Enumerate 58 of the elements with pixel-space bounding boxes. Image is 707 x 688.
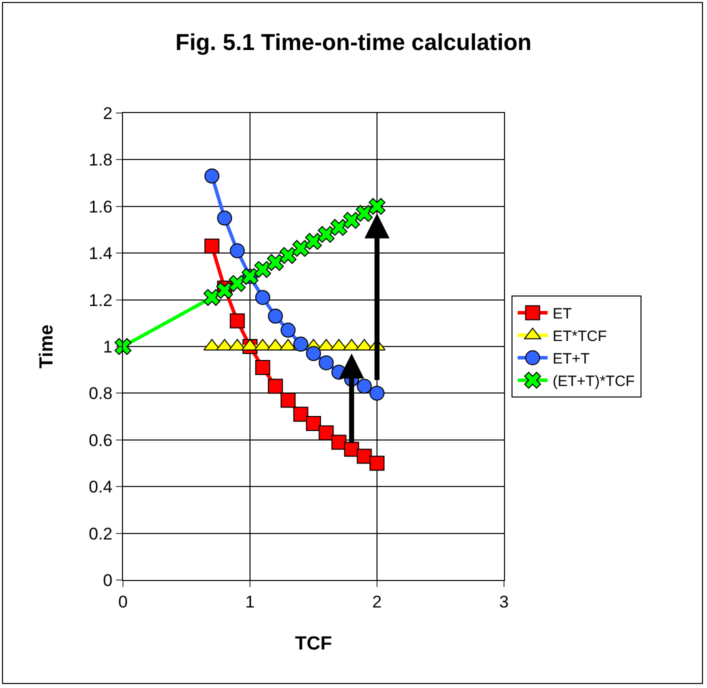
point: [280, 322, 296, 338]
point: [356, 204, 373, 222]
point: [331, 434, 346, 450]
y-tick-label: 1.8: [88, 150, 112, 170]
y-tick-label: 1.6: [88, 197, 112, 216]
x-tick-label: 0: [118, 592, 128, 612]
point: [356, 378, 372, 394]
x-tick-label: 1: [245, 592, 255, 612]
point: [305, 233, 322, 250]
point: [343, 212, 360, 229]
y-tick-label: 0.8: [88, 384, 112, 404]
y-axis-title: Time: [36, 324, 58, 369]
point: [230, 313, 245, 328]
point: [203, 289, 220, 306]
point: [217, 210, 232, 226]
x-tick-label: 3: [499, 592, 509, 612]
point: [254, 261, 272, 278]
point: [228, 275, 246, 292]
point: [306, 346, 321, 362]
point: [344, 442, 360, 457]
point: [356, 448, 372, 464]
point: [204, 238, 220, 254]
point: [230, 243, 245, 258]
point: [306, 416, 321, 432]
legend-label: ET*TCF: [552, 328, 607, 346]
point: [370, 456, 384, 471]
x-tick-label: 2: [372, 592, 382, 612]
legend-label: ET+T: [552, 350, 590, 368]
point: [204, 168, 220, 184]
legend-label: (ET+T)*TCF: [552, 373, 635, 390]
point: [268, 308, 283, 324]
point: [114, 338, 132, 355]
y-tick-label: 0.4: [88, 478, 112, 497]
point: [370, 386, 384, 401]
point: [280, 392, 296, 408]
y-tick-label: 1.2: [88, 290, 112, 310]
y-tick-label: 0: [102, 570, 112, 590]
point: [293, 406, 308, 422]
point: [318, 425, 334, 440]
point: [292, 240, 310, 257]
point: [255, 360, 270, 376]
x-axis-title: TCF: [295, 633, 332, 654]
y-tick-label: 0.2: [88, 524, 112, 544]
point: [368, 198, 386, 215]
y-tick-label: 1: [102, 337, 112, 356]
legend-label: ET: [552, 306, 572, 323]
chart-title: Fig. 5.1 Time-on-time calculation: [175, 28, 532, 55]
point: [268, 378, 283, 394]
point: [266, 254, 284, 271]
point: [330, 219, 348, 236]
point: [255, 290, 270, 305]
point: [318, 355, 334, 370]
y-tick-label: 2: [102, 104, 112, 123]
point: [280, 247, 297, 264]
point: [216, 282, 234, 299]
y-tick-label: 1.4: [88, 244, 112, 264]
point: [318, 226, 335, 243]
y-tick-label: 0.6: [88, 430, 112, 450]
